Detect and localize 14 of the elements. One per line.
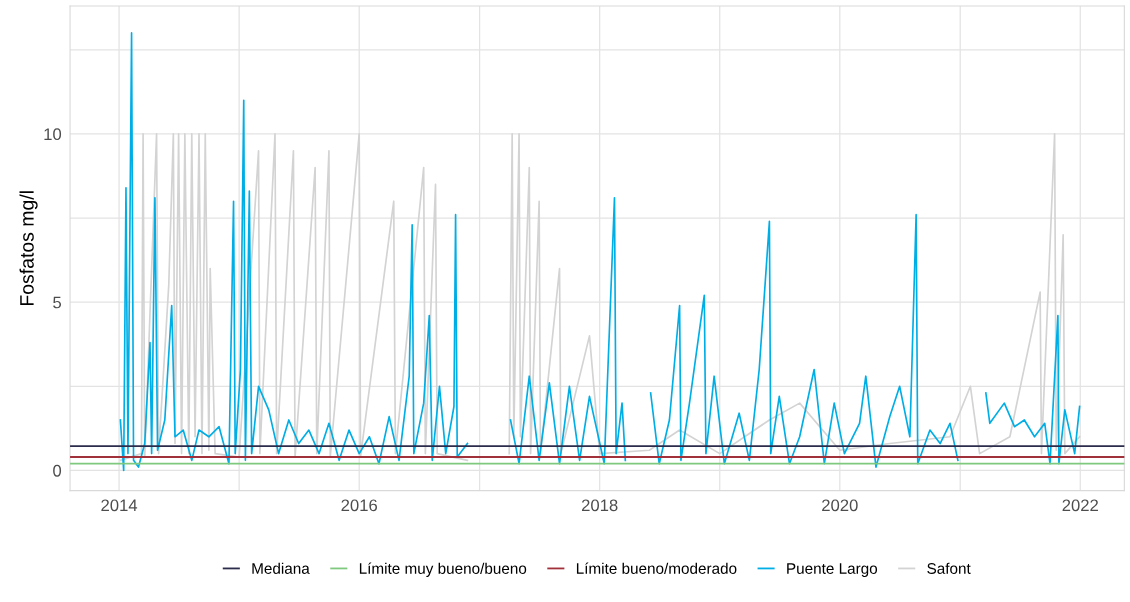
y-tick-label: 0 bbox=[53, 464, 62, 477]
y-tick-label: 10 bbox=[44, 128, 62, 141]
legend-label: Puente Largo bbox=[787, 563, 878, 577]
x-tick-label: 2018 bbox=[581, 499, 618, 512]
x-tick-label: 2016 bbox=[341, 499, 378, 512]
x-tick-label: 2022 bbox=[1062, 499, 1098, 512]
legend-label: Safont bbox=[927, 562, 971, 574]
legend-label: Límite muy bueno/bueno bbox=[359, 562, 527, 577]
x-tick-label: 2020 bbox=[822, 499, 858, 512]
y-axis-title: Fosfatos mg/l bbox=[19, 191, 38, 306]
legend-label: Límite bueno/moderado bbox=[576, 562, 737, 574]
x-tick-label: 2014 bbox=[101, 499, 138, 512]
y-tick-label: 5 bbox=[53, 296, 62, 309]
legend-label: Mediana bbox=[252, 562, 310, 574]
